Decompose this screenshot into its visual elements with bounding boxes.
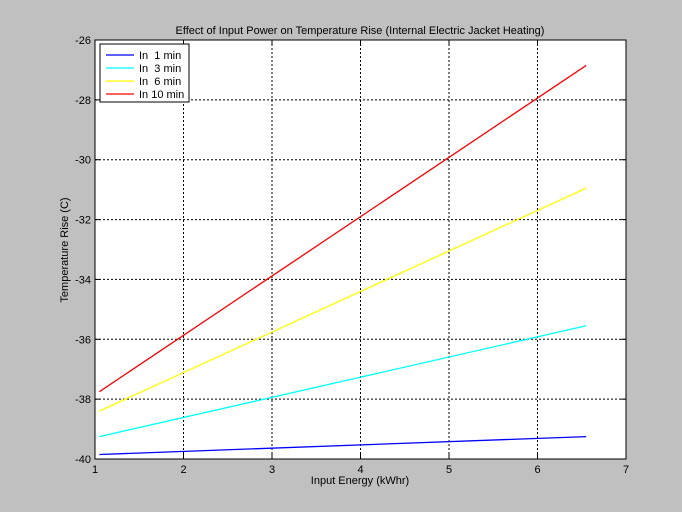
y-tick-label: -32 <box>75 215 91 227</box>
y-tick-label: -34 <box>75 274 91 286</box>
x-tick-label: 6 <box>534 464 540 476</box>
chart-title: Effect of Input Power on Temperature Ris… <box>176 25 545 37</box>
y-tick-label: -30 <box>75 155 91 167</box>
series-lines <box>99 64 587 456</box>
series-line-1 <box>99 435 587 456</box>
x-tick-label: 2 <box>180 464 186 476</box>
axis-ticks: 1 2 3 4 5 6 7 -40 -38 -36 -34 -32 -30 -28 -26 <box>75 35 629 476</box>
x-tick-label: 7 <box>623 464 629 476</box>
legend-box <box>99 43 190 103</box>
legend-label: In 3 min <box>139 63 181 75</box>
x-axis-label: Input Energy (kWhr) <box>311 475 409 487</box>
plot-frame <box>94 39 627 460</box>
y-tick-label: -26 <box>75 35 91 47</box>
legend-label: In 1 min <box>139 50 181 62</box>
series-line-4 <box>99 64 587 393</box>
y-tick-label: -36 <box>75 334 91 346</box>
y-tick-label: -28 <box>75 95 91 107</box>
series-line-2 <box>99 325 587 438</box>
x-tick-label: 3 <box>269 464 275 476</box>
series-line-3 <box>99 187 587 412</box>
legend-label: In 10 min <box>139 89 184 101</box>
legend-label: In 6 min <box>139 76 181 88</box>
y-tick-label: -40 <box>75 454 91 466</box>
x-tick-label: 1 <box>92 464 98 476</box>
x-tick-label: 5 <box>446 464 452 476</box>
y-axis-label: Temperature Rise (C) <box>59 197 71 302</box>
y-tick-label: -38 <box>75 394 91 406</box>
x-tick-label: 4 <box>357 464 363 476</box>
